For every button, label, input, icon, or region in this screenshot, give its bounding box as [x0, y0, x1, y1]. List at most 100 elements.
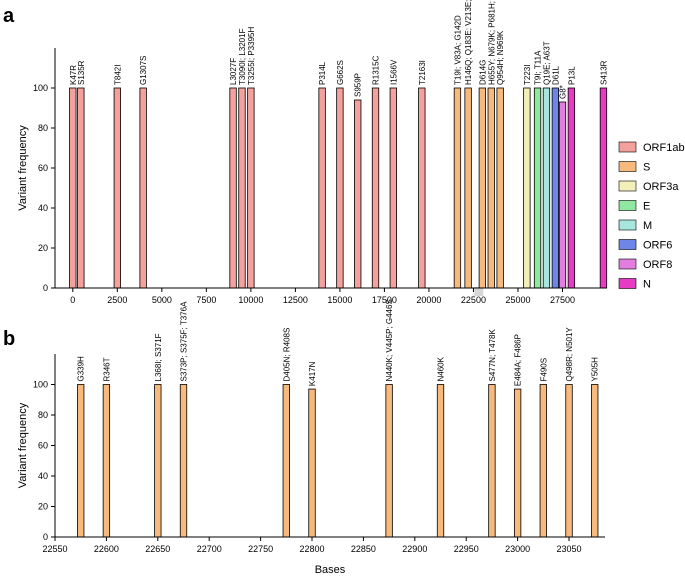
bar	[488, 384, 496, 538]
mutation-label: D405N; R408S	[282, 328, 291, 382]
x-tick-label: 25000	[505, 295, 530, 305]
mutation-label: N460K	[437, 356, 446, 381]
bar	[69, 87, 77, 289]
mutation-label: Q19E; A63T	[542, 41, 551, 85]
x-tick-label: 10000	[238, 295, 263, 305]
x-tick-label: 2500	[107, 295, 127, 305]
bar	[389, 87, 397, 289]
mutation-label: D614G	[478, 60, 487, 85]
x-tick-label: 22900	[402, 544, 427, 554]
legend: ORF1ab S ORF3a EM ORF6 ORF8 N	[618, 141, 685, 291]
mutation-label: T3090I; L3201F	[238, 28, 247, 85]
x-tick-label: 22500	[461, 295, 486, 305]
mutation-label: R346T	[102, 357, 111, 381]
bar	[533, 87, 542, 289]
bar	[551, 87, 560, 289]
chart-panel-b: G339H R346T L368I; S371F S373P; S375F; T376…	[17, 299, 605, 576]
x-tick-label: 22800	[299, 544, 324, 554]
bar	[464, 87, 472, 289]
chart-panel-a: K47R S135R T842I G1307S L3027F T3090I; L3201F…	[17, 0, 608, 305]
mutation-label: S135R	[77, 60, 86, 85]
bar	[436, 384, 445, 538]
legend-swatch	[618, 200, 637, 211]
bar	[113, 87, 121, 289]
mutation-label: K47R	[69, 65, 78, 85]
mutation-label: T3255I; P3395H	[247, 27, 256, 85]
legend-swatch	[618, 161, 637, 172]
bar	[539, 384, 547, 538]
legend-swatch	[618, 180, 637, 192]
x-tick-label: 23050	[557, 544, 582, 554]
y-tick-label: 40	[38, 203, 48, 213]
y-axis-label: Variant frequency	[17, 125, 29, 211]
bar	[139, 87, 147, 289]
bar	[336, 87, 344, 289]
mutation-label: G8*	[558, 85, 567, 99]
mutation-label: Y505H	[591, 357, 600, 382]
y-tick-label: 40	[38, 471, 48, 481]
x-tick-label: 22950	[454, 544, 479, 554]
bar	[558, 101, 567, 289]
bar	[523, 87, 531, 289]
mutation-label: E484A; F486P	[514, 334, 523, 386]
legend-label: ORF6	[643, 240, 672, 252]
y-tick-label: 80	[38, 123, 48, 133]
x-tick-label: 12500	[283, 295, 308, 305]
y-tick-label: 60	[38, 163, 48, 173]
bar	[282, 384, 290, 538]
legend-swatch	[618, 258, 637, 270]
mutation-label: H655Y; N679K; P681H; N764K; D796Y	[487, 0, 496, 85]
x-tick-label: 27500	[550, 295, 575, 305]
legend-swatch	[618, 278, 637, 289]
legend-swatch	[618, 239, 637, 250]
mutation-label: S477N; T478K	[488, 329, 497, 382]
mutation-label: S959P	[354, 73, 363, 97]
mutation-label: F490S	[539, 358, 548, 382]
bar	[77, 384, 85, 538]
bar	[179, 384, 188, 538]
panel-a-letter: a	[3, 5, 15, 27]
mutation-label: G339H	[77, 356, 86, 382]
x-tick-label: 17500	[372, 295, 397, 305]
y-tick-label: 60	[38, 441, 48, 451]
x-tick-label: 0	[70, 295, 75, 305]
highlight-region	[474, 287, 484, 296]
x-tick-label: 5000	[152, 295, 172, 305]
bar	[453, 87, 462, 289]
y-tick-label: 80	[38, 410, 48, 420]
legend-swatch	[618, 141, 637, 153]
legend-label: E	[643, 201, 650, 213]
bar	[308, 388, 316, 538]
x-tick-label: 22750	[248, 544, 273, 554]
bar	[599, 87, 608, 289]
legend-label: ORF3a	[643, 181, 679, 193]
bar	[77, 87, 85, 289]
y-tick-label: 0	[43, 283, 48, 293]
x-tick-label: 15000	[327, 295, 352, 305]
bar	[496, 87, 504, 289]
mutation-label: G662S	[336, 60, 345, 85]
mutation-label: I1566V	[389, 59, 398, 85]
bar	[418, 87, 426, 289]
mutation-label: T842I	[113, 65, 122, 85]
mutation-label: S373P; S375F; T376A	[180, 301, 189, 382]
bar	[247, 87, 255, 289]
mutation-label: N440K; V445P; G446S	[385, 299, 394, 381]
mutation-label: L3027F	[229, 58, 238, 85]
legend-label: N	[643, 279, 651, 291]
x-tick-label: 23000	[505, 544, 530, 554]
legend-label: ORF8	[643, 259, 672, 271]
x-tick-label: 20000	[416, 295, 441, 305]
mutation-label: P13L	[567, 66, 576, 85]
bar	[238, 87, 246, 289]
mutation-label: T2163I	[418, 60, 427, 85]
legend-label: M	[643, 220, 652, 232]
legend-label: ORF1ab	[643, 142, 685, 154]
mutation-label: R1315C	[372, 55, 381, 85]
mutation-label: H146Q; Q183E; V213E; G252V	[464, 0, 473, 85]
y-tick-label: 20	[38, 243, 48, 253]
mutation-label: L368I; S371F	[154, 333, 163, 381]
bar	[354, 99, 362, 289]
bar	[542, 87, 551, 289]
